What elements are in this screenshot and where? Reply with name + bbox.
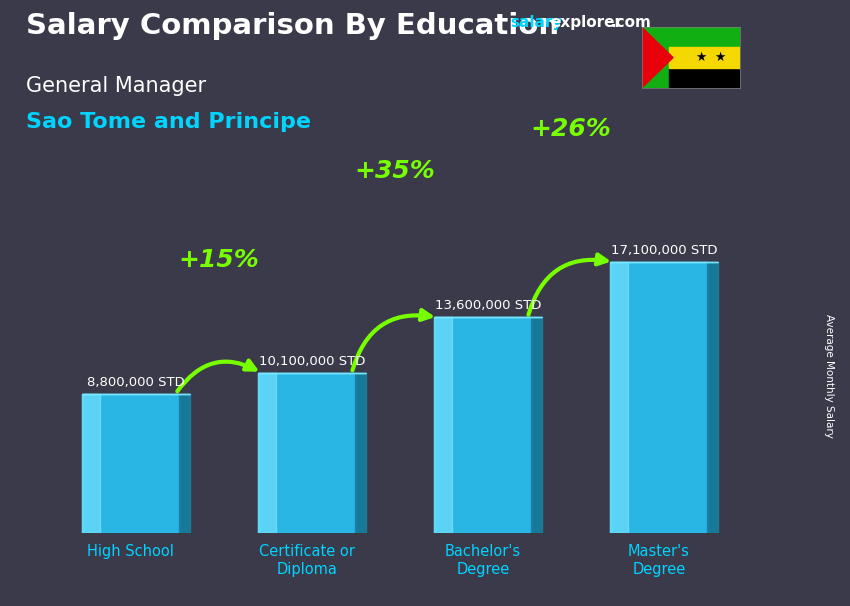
Text: explorer: explorer xyxy=(551,15,623,30)
Polygon shape xyxy=(355,373,366,533)
Polygon shape xyxy=(179,394,190,533)
Bar xyxy=(82,394,99,533)
Bar xyxy=(669,47,740,68)
Text: +35%: +35% xyxy=(354,159,435,183)
Text: 10,100,000 STD: 10,100,000 STD xyxy=(259,355,366,368)
Bar xyxy=(258,373,275,533)
Text: 13,600,000 STD: 13,600,000 STD xyxy=(435,299,541,313)
Text: General Manager: General Manager xyxy=(26,76,206,96)
Text: Salary Comparison By Education: Salary Comparison By Education xyxy=(26,12,558,40)
Text: Sao Tome and Principe: Sao Tome and Principe xyxy=(26,112,310,132)
Polygon shape xyxy=(531,318,541,533)
Bar xyxy=(258,373,355,533)
FancyArrowPatch shape xyxy=(178,361,255,391)
Polygon shape xyxy=(642,27,673,88)
Bar xyxy=(82,394,179,533)
Bar xyxy=(434,318,531,533)
Text: 8,800,000 STD: 8,800,000 STD xyxy=(88,376,185,388)
Bar xyxy=(610,262,707,533)
Text: +15%: +15% xyxy=(178,248,259,271)
Text: +26%: +26% xyxy=(530,116,611,141)
Text: .com: .com xyxy=(610,15,651,30)
FancyArrowPatch shape xyxy=(529,255,607,315)
Text: 17,100,000 STD: 17,100,000 STD xyxy=(611,244,717,257)
Text: Average Monthly Salary: Average Monthly Salary xyxy=(824,314,834,438)
Bar xyxy=(669,68,740,88)
Text: ★: ★ xyxy=(694,51,706,64)
Text: salary: salary xyxy=(510,15,563,30)
Bar xyxy=(610,262,628,533)
Text: ★: ★ xyxy=(714,51,726,64)
FancyArrowPatch shape xyxy=(353,310,431,370)
Polygon shape xyxy=(707,262,717,533)
Bar xyxy=(434,318,452,533)
